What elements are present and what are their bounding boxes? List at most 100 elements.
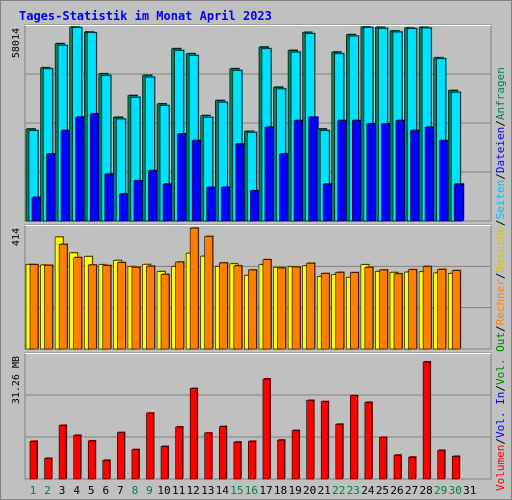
legend-separator: / xyxy=(494,219,507,226)
x-tick-label-day-30: 30 xyxy=(449,484,462,497)
requests-bar-seiten-day-22 xyxy=(337,120,348,222)
volume-bar-volumen-day-8 xyxy=(131,449,140,480)
requests-bar-seiten-day-12 xyxy=(191,140,202,222)
legend-item-vol-out: Vol. Out xyxy=(494,332,507,385)
x-tick-label-day-2: 2 xyxy=(44,484,51,497)
volume-bar-volumen-day-26 xyxy=(393,454,402,480)
x-tick-label-day-20: 20 xyxy=(303,484,316,497)
volume-bar-volumen-day-16 xyxy=(248,441,256,480)
volume-bar-volumen-day-1 xyxy=(29,441,38,480)
requests-bar-seiten-day-7 xyxy=(119,193,129,222)
x-tick-label-day-23: 23 xyxy=(347,484,360,497)
x-tick-label-day-26: 26 xyxy=(390,484,403,497)
volume-bar-volumen-day-14 xyxy=(218,426,227,480)
volume-bar-volumen-day-3 xyxy=(58,425,67,480)
requests-bar-seiten-day-4 xyxy=(75,117,85,222)
requests-max-label: 58014 xyxy=(11,28,22,58)
chart-title: Tages-Statistik im Monat April 2023 xyxy=(19,9,272,23)
x-tick-label-day-25: 25 xyxy=(376,484,389,497)
volume-bar-volumen-day-29 xyxy=(437,450,445,480)
requests-bar-seiten-day-24 xyxy=(366,123,377,222)
requests-bar-seiten-day-5 xyxy=(89,113,100,222)
requests-bar-seiten-day-17 xyxy=(264,127,275,222)
x-tick-label-day-27: 27 xyxy=(405,484,418,497)
x-tick-label-day-11: 11 xyxy=(172,484,185,497)
visits-bar-rechner-day-29 xyxy=(437,269,446,350)
x-tick-label-day-19: 19 xyxy=(288,484,301,497)
requests-bar-seiten-day-25 xyxy=(381,123,391,222)
x-tick-label-day-10: 10 xyxy=(157,484,170,497)
visits-bar-rechner-day-6 xyxy=(102,265,112,350)
x-tick-label-day-15: 15 xyxy=(230,484,243,497)
requests-bar-seiten-day-14 xyxy=(220,187,231,222)
requests-bar-seiten-day-3 xyxy=(60,130,71,222)
volume-bar-volumen-day-23 xyxy=(350,395,358,480)
visits-bar-rechner-day-25 xyxy=(379,269,388,350)
visits-bar-rechner-day-30 xyxy=(451,270,461,350)
legend-item-dateien: Dateien xyxy=(494,127,507,173)
legend-separator: / xyxy=(494,120,507,127)
requests-bar-seiten-day-27 xyxy=(410,130,420,222)
volume-bar-volumen-day-25 xyxy=(379,437,387,480)
volume-bar-volumen-day-9 xyxy=(146,412,154,480)
visits-bar-rechner-day-3 xyxy=(58,244,68,350)
requests-bar-seiten-day-23 xyxy=(352,120,362,222)
visits-bar-rechner-day-26 xyxy=(393,273,403,350)
visits-bar-rechner-day-14 xyxy=(218,262,228,350)
x-tick-label-day-31: 31 xyxy=(463,484,476,497)
requests-bar-seiten-day-19 xyxy=(293,120,304,222)
volume-bar-volumen-day-21 xyxy=(320,401,329,480)
volume-bar-volumen-day-13 xyxy=(204,432,213,480)
legend-item-anfragen: Anfragen xyxy=(494,67,507,120)
requests-bar-seiten-day-8 xyxy=(133,180,144,222)
x-tick-label-day-12: 12 xyxy=(187,484,200,497)
volume-bar-volumen-day-20 xyxy=(306,400,314,480)
requests-bar-seiten-day-30 xyxy=(453,183,464,222)
x-tick-label-day-3: 3 xyxy=(59,484,66,497)
visits-bar-rechner-day-22 xyxy=(335,272,345,350)
volume-bar-volumen-day-11 xyxy=(175,426,183,480)
requests-bar-seiten-day-13 xyxy=(206,187,217,222)
visits-bar-rechner-day-17 xyxy=(262,259,272,350)
legend: Volumen/Vol. In/Vol. Out/Rechner/Besuche… xyxy=(494,67,507,491)
x-tick-label-day-4: 4 xyxy=(73,484,80,497)
requests-bar-seiten-day-2 xyxy=(46,153,56,222)
legend-separator: / xyxy=(494,272,507,279)
volume-bar-volumen-day-2 xyxy=(44,458,52,480)
visits-bar-rechner-day-18 xyxy=(277,267,286,350)
requests-bar-seiten-day-18 xyxy=(279,153,289,222)
volume-bar-volumen-day-19 xyxy=(291,430,300,480)
requests-bar-seiten-day-16 xyxy=(250,190,260,222)
requests-bar-seiten-day-6 xyxy=(104,173,115,222)
visits-bar-rechner-day-7 xyxy=(117,262,126,350)
visits-bar-rechner-day-11 xyxy=(175,261,184,350)
volume-bar-volumen-day-12 xyxy=(189,388,198,480)
visits-bar-rechner-day-8 xyxy=(131,267,141,350)
volume-bar-volumen-day-30 xyxy=(451,456,460,480)
legend-separator: / xyxy=(494,325,507,332)
volume-bar-volumen-day-18 xyxy=(277,439,285,480)
visits-max-label: 414 xyxy=(11,228,22,246)
legend-separator: / xyxy=(494,173,507,180)
requests-bar-seiten-day-15 xyxy=(235,143,246,222)
visits-bar-rechner-day-10 xyxy=(160,274,170,350)
requests-bar-seiten-day-11 xyxy=(177,133,187,222)
visits-bar-rechner-day-13 xyxy=(204,236,214,350)
x-tick-label-day-7: 7 xyxy=(117,484,124,497)
volume-bar-volumen-day-27 xyxy=(408,456,416,480)
visits-bar-rechner-day-23 xyxy=(350,272,359,350)
visits-bar-rechner-day-12 xyxy=(189,227,199,350)
visits-bar-rechner-day-19 xyxy=(291,266,301,350)
x-tick-label-day-29: 29 xyxy=(434,484,447,497)
visits-bar-rechner-day-20 xyxy=(306,262,315,350)
legend-separator: / xyxy=(494,385,507,392)
legend-item-rechner: Rechner xyxy=(494,279,507,326)
visits-bar-rechner-day-9 xyxy=(146,265,155,350)
visits-bar-rechner-day-24 xyxy=(364,267,374,350)
legend-item-besuche: Besuche xyxy=(494,226,507,272)
volume-max-label: 31.26 MB xyxy=(11,356,22,404)
visits-bar-rechner-day-21 xyxy=(320,273,330,350)
requests-bar-seiten-day-1 xyxy=(31,197,42,222)
volume-bar-volumen-day-15 xyxy=(233,441,242,480)
x-tick-label-day-9: 9 xyxy=(146,484,153,497)
